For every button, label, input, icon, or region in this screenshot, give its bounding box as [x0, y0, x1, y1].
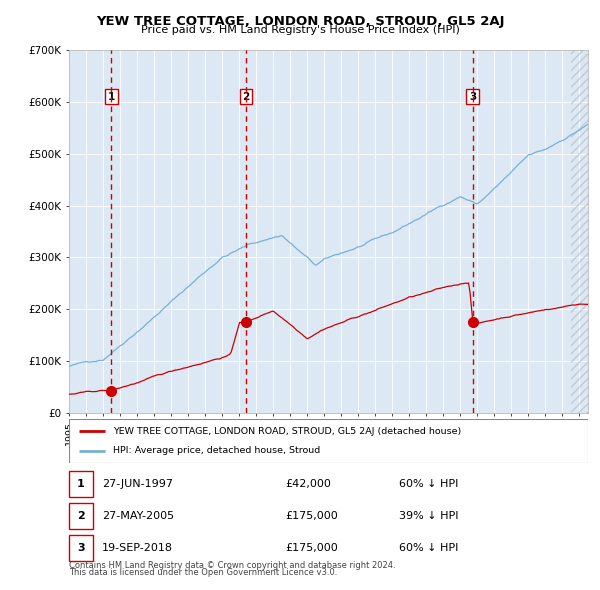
FancyBboxPatch shape	[69, 419, 588, 463]
Text: 27-JUN-1997: 27-JUN-1997	[102, 479, 173, 489]
Text: £175,000: £175,000	[285, 543, 338, 552]
Text: This data is licensed under the Open Government Licence v3.0.: This data is licensed under the Open Gov…	[69, 568, 337, 577]
Text: Price paid vs. HM Land Registry's House Price Index (HPI): Price paid vs. HM Land Registry's House …	[140, 25, 460, 35]
Text: 1: 1	[108, 92, 115, 102]
Text: £42,000: £42,000	[285, 479, 331, 489]
Text: 27-MAY-2005: 27-MAY-2005	[102, 511, 174, 520]
Text: HPI: Average price, detached house, Stroud: HPI: Average price, detached house, Stro…	[113, 446, 320, 455]
Text: YEW TREE COTTAGE, LONDON ROAD, STROUD, GL5 2AJ: YEW TREE COTTAGE, LONDON ROAD, STROUD, G…	[96, 15, 504, 28]
Text: 60% ↓ HPI: 60% ↓ HPI	[399, 543, 458, 552]
Text: 19-SEP-2018: 19-SEP-2018	[102, 543, 173, 552]
Text: 39% ↓ HPI: 39% ↓ HPI	[399, 511, 458, 520]
Text: YEW TREE COTTAGE, LONDON ROAD, STROUD, GL5 2AJ (detached house): YEW TREE COTTAGE, LONDON ROAD, STROUD, G…	[113, 427, 461, 436]
Text: 1: 1	[77, 479, 85, 489]
Text: 60% ↓ HPI: 60% ↓ HPI	[399, 479, 458, 489]
Text: Contains HM Land Registry data © Crown copyright and database right 2024.: Contains HM Land Registry data © Crown c…	[69, 561, 395, 570]
Text: 2: 2	[242, 92, 250, 102]
Text: 3: 3	[77, 543, 85, 552]
Text: 2: 2	[77, 511, 85, 520]
Text: 3: 3	[469, 92, 476, 102]
Text: £175,000: £175,000	[285, 511, 338, 520]
